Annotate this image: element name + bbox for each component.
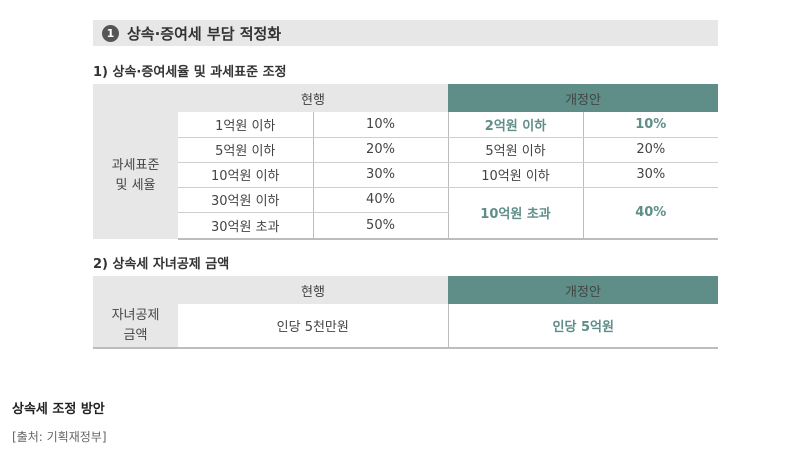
current-rate: 10% xyxy=(312,112,449,138)
current-rate: 30% xyxy=(312,162,449,188)
table1-corner xyxy=(93,84,178,112)
table2-row-label: 자녀공제 금액 xyxy=(93,304,178,349)
current-deduction: 인당 5천만원 xyxy=(178,304,448,349)
proposed-bracket: 5억원 이하 xyxy=(447,137,584,163)
figure-caption: 상속세 조정 방안 xyxy=(12,402,105,417)
source-credit: [출처: 기획재정부] xyxy=(12,430,107,444)
table1-header-proposed: 개정안 xyxy=(448,84,719,112)
table1-subtitle: 1) 상속·증여세율 및 과세표준 조정 xyxy=(93,65,287,80)
current-bracket: 1억원 이하 xyxy=(178,112,313,138)
current-rate: 50% xyxy=(312,212,449,240)
current-bracket: 10억원 이하 xyxy=(178,162,313,188)
current-bracket: 30억원 이하 xyxy=(178,187,313,213)
proposed-rate: 30% xyxy=(582,162,719,188)
section-title: 상속·증여세 부담 적정화 xyxy=(127,24,282,43)
table2-header-proposed: 개정안 xyxy=(448,276,718,304)
section-header: 1 상속·증여세 부담 적정화 xyxy=(93,20,718,46)
table1-header-current: 현행 xyxy=(178,84,449,112)
current-bracket: 30억원 초과 xyxy=(178,212,313,240)
proposed-rate: 40% xyxy=(582,187,719,240)
child-deduction-table: 현행 개정안 자녀공제 금액 인당 5천만원 인당 5억원 xyxy=(93,276,718,349)
proposed-bracket: 10억원 이하 xyxy=(447,162,584,188)
table2-subtitle: 2) 상속세 자녀공제 금액 xyxy=(93,257,230,272)
table2-corner xyxy=(93,276,178,304)
table1-row-label: 과세표준 및 세율 xyxy=(93,112,178,239)
proposed-bracket: 2억원 이하 xyxy=(447,112,584,138)
current-rate: 20% xyxy=(312,137,449,163)
proposed-bracket: 10억원 초과 xyxy=(447,187,584,240)
section-number-badge: 1 xyxy=(102,24,119,42)
proposed-rate: 10% xyxy=(582,112,719,138)
current-bracket: 5억원 이하 xyxy=(178,137,313,163)
proposed-deduction: 인당 5억원 xyxy=(447,304,718,349)
tax-rate-table: 현행 개정안 과세표준 및 세율 1억원 이하 10% 2억원 이하 10% 5… xyxy=(93,84,719,240)
current-rate: 40% xyxy=(312,187,449,213)
proposed-rate: 20% xyxy=(582,137,719,163)
table2-header-current: 현행 xyxy=(178,276,448,304)
